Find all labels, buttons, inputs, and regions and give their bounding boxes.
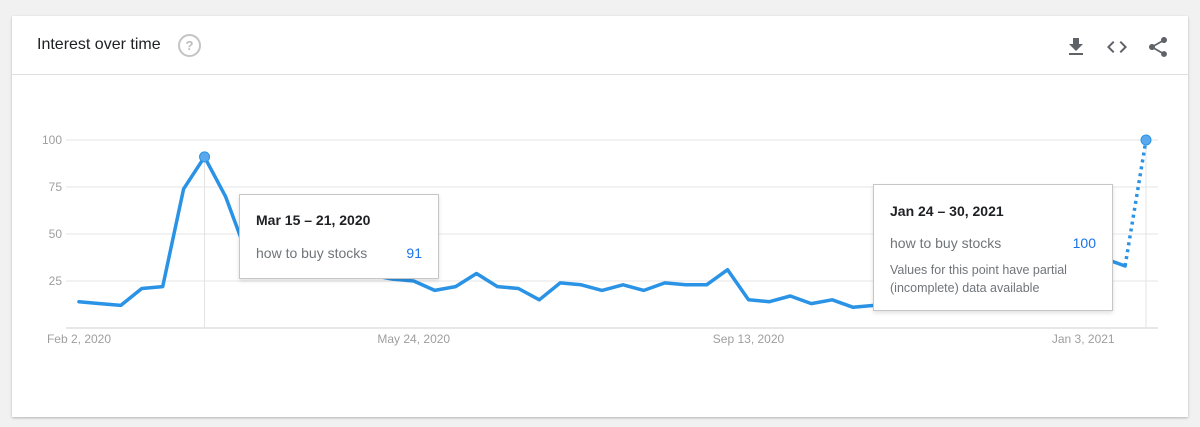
x-tick-label: Sep 13, 2020	[713, 332, 785, 346]
tooltip-term: how to buy stocks	[256, 245, 368, 261]
tooltip-term: how to buy stocks	[890, 235, 1002, 251]
x-tick-label: Jan 3, 2021	[1052, 332, 1115, 346]
y-tick-label-100: 100	[42, 133, 62, 147]
tooltip-peak: Mar 15 – 21, 2020 how to buy stocks 91	[239, 194, 439, 279]
y-tick-label-75: 75	[49, 180, 63, 194]
highlight-marker	[1140, 134, 1152, 146]
x-tick-label: Feb 2, 2020	[47, 332, 111, 346]
card-title: Interest over time	[37, 36, 161, 53]
x-tick-label: May 24, 2020	[377, 332, 450, 346]
card-header: Interest over time ?	[12, 16, 1188, 75]
tooltip-partial-note: Values for this point have partial (inco…	[890, 263, 1067, 295]
y-tick-label-25: 25	[49, 274, 63, 288]
tooltip-date: Jan 24 – 30, 2021	[890, 203, 1004, 219]
help-circle-icon[interactable]: ?	[178, 34, 201, 57]
embed-code-icon[interactable]	[1105, 35, 1129, 59]
tooltip-value: 100	[1072, 235, 1096, 251]
tooltip-latest: Jan 24 – 30, 2021 how to buy stocks 100 …	[873, 184, 1113, 311]
share-icon[interactable]	[1146, 35, 1170, 59]
highlight-marker	[199, 151, 211, 163]
download-icon[interactable]	[1064, 35, 1088, 59]
tooltip-value: 91	[406, 245, 422, 261]
tooltip-date: Mar 15 – 21, 2020	[256, 212, 371, 228]
series-line-partial	[1123, 139, 1148, 267]
y-tick-label-50: 50	[49, 227, 63, 241]
